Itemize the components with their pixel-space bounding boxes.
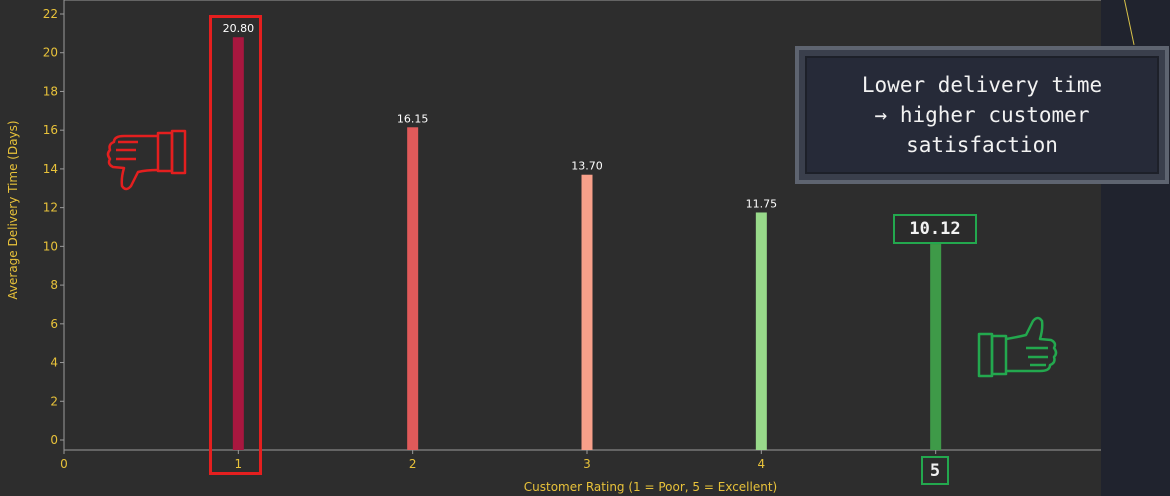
bar (581, 174, 593, 450)
y-tick-label: 0 (50, 433, 58, 447)
data-label: 16.15 (397, 112, 429, 125)
y-tick-label: 4 (50, 356, 58, 370)
y-tick-label: 12 (43, 201, 58, 215)
x-tick-label: 2 (409, 457, 417, 471)
bar (407, 127, 419, 450)
worst-bar-highlight (209, 15, 262, 475)
annotation-callout: Lower delivery time → higher customer sa… (795, 46, 1169, 184)
thumbs-down-icon (106, 129, 187, 191)
y-tick-label: 2 (50, 394, 58, 408)
annotation-line: Lower delivery time (861, 73, 1103, 97)
data-label: 20.80 (223, 22, 255, 35)
y-tick-label: 18 (43, 84, 58, 98)
y-tick-label: 14 (43, 162, 58, 176)
x-tick-label: 3 (583, 457, 591, 471)
y-axis-label: Average Delivery Time (Days) (6, 120, 20, 299)
y-tick-label: 16 (43, 123, 58, 137)
y-tick-label: 10 (43, 239, 58, 253)
y-tick-label: 22 (43, 7, 58, 21)
bar (232, 37, 244, 451)
y-tick-label: 20 (43, 46, 58, 60)
x-tick-label: 1 (235, 457, 243, 471)
annotation-line: satisfaction (906, 133, 1058, 157)
y-tick-label: 6 (50, 317, 58, 331)
data-label: 13.70 (571, 160, 603, 173)
y-tick-label: 8 (50, 278, 58, 292)
best-value-label: 10.12 (893, 214, 977, 244)
annotation-line: → higher customer (874, 103, 1090, 127)
best-tick-label: 5 (921, 456, 949, 485)
data-label: 11.75 (746, 197, 778, 210)
bar (930, 244, 942, 450)
bar (755, 212, 767, 450)
x-tick-label: 0 (60, 457, 68, 471)
x-axis-label: Customer Rating (1 = Poor, 5 = Excellent… (524, 480, 777, 494)
thumbs-up-icon (977, 316, 1058, 378)
x-tick-label: 4 (758, 457, 766, 471)
